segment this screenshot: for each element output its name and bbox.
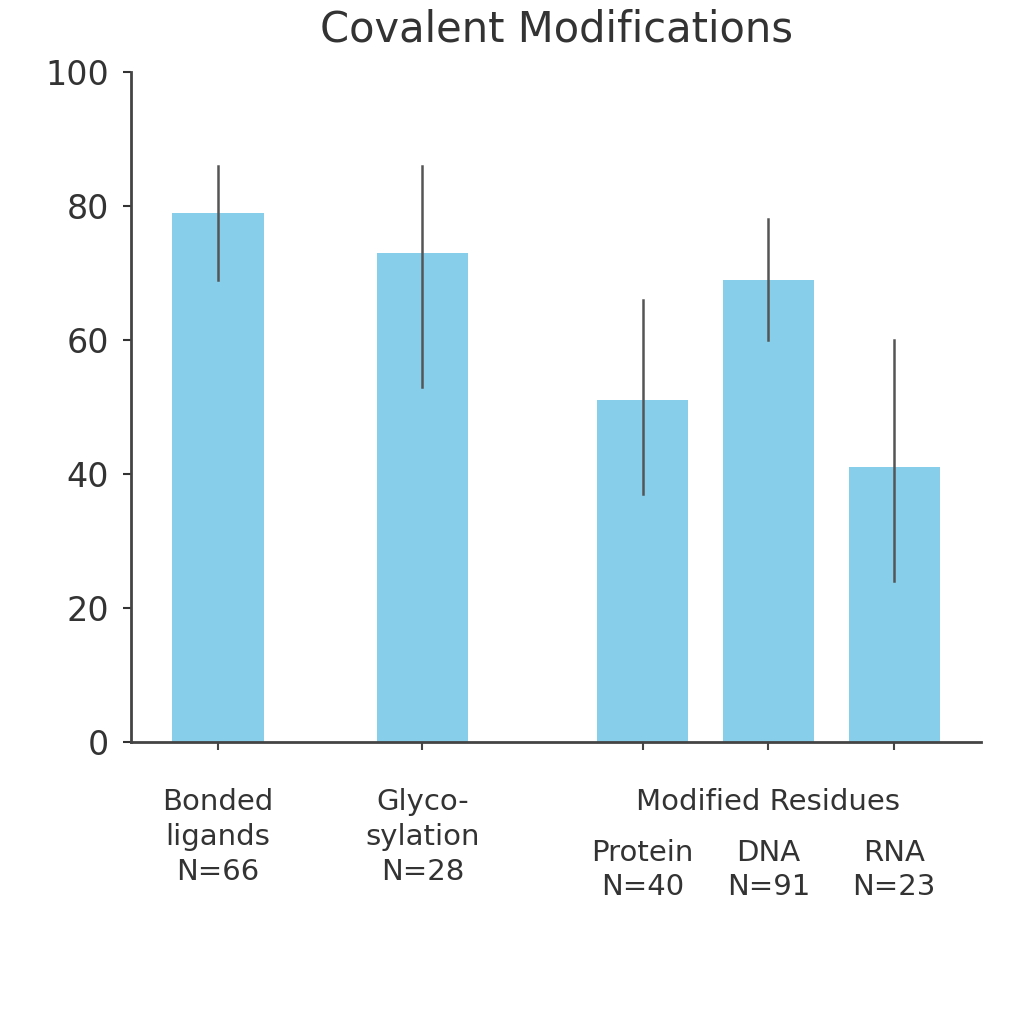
Text: RNA
N=23: RNA N=23: [852, 838, 936, 901]
Bar: [377, 253, 468, 742]
Text: Bonded
ligands
N=66: Bonded ligands N=66: [163, 789, 274, 886]
Bar: [596, 400, 688, 742]
Text: Glyco-
sylation
N=28: Glyco- sylation N=28: [365, 789, 479, 886]
Bar: [172, 213, 264, 742]
Bar: [723, 279, 814, 742]
Bar: [848, 468, 940, 742]
Title: Covalent Modifications: Covalent Modifications: [319, 8, 793, 50]
Text: DNA
N=91: DNA N=91: [727, 838, 810, 901]
Text: Protein
N=40: Protein N=40: [591, 838, 694, 901]
Text: Modified Residues: Modified Residues: [636, 789, 901, 817]
